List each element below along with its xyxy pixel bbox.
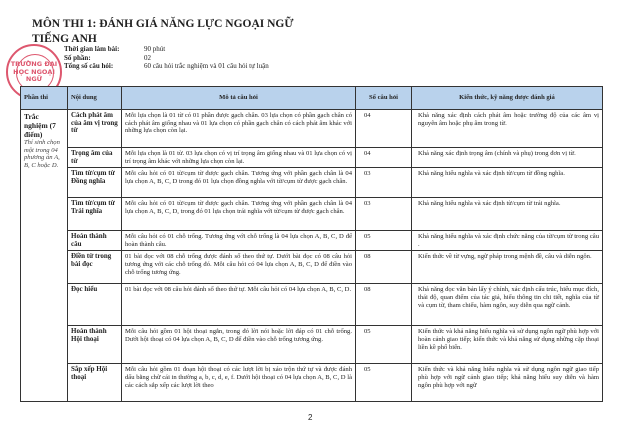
- skill-cell: Khả năng đọc văn bản lấy ý chính, xác đị…: [411, 283, 603, 327]
- info-value: 02: [144, 53, 151, 62]
- count-cell: 05: [355, 325, 412, 365]
- description-cell: 01 bài đọc với 08 chỗ trống được đánh số…: [121, 250, 356, 285]
- skill-cell: Khả năng hiểu nghĩa và xác định từ/cụm t…: [411, 167, 603, 199]
- content-cell: Trọng âm của từ: [67, 146, 122, 169]
- count-cell: 08: [355, 283, 412, 327]
- content-cell: Hoàn thành câu: [67, 230, 122, 252]
- table-row: Sắp xếp Hội thoại Mỗi câu hỏi gồm 01 đoạn…: [21, 363, 603, 403]
- count-cell: 05: [355, 363, 412, 403]
- table-row: Đọc hiểu 01 bài đọc với 08 câu hỏi đánh s…: [21, 283, 603, 327]
- skill-cell: Kiến thức và khả năng hiểu nghĩa và sử d…: [411, 363, 603, 403]
- content-cell: Cách phát âm của âm vị trong từ: [67, 109, 122, 148]
- table-row: Hoàn thành Hội thoại Mỗi câu hỏi gồm 01 h…: [21, 325, 603, 365]
- content-cell: Điền từ trong bài đọc: [67, 250, 122, 285]
- part-cell: Trắc nghiệm (7 điểm) Thí sinh chọn một tr…: [20, 108, 68, 403]
- part-note: Thí sinh chọn một trong 04 phương án A, …: [24, 139, 60, 169]
- stamp-text: TRƯỜNG ĐẠI HỌC NGOẠI NGỮ: [10, 60, 58, 83]
- description-cell: Mỗi câu hỏi gồm 01 đoạn hội thoại có các…: [121, 363, 356, 403]
- description-cell: Mỗi câu hỏi có 01 chỗ trống. Tương ứng v…: [121, 230, 356, 252]
- header-skills: Kiến thức, kỹ năng được đánh giá: [411, 86, 603, 110]
- info-label: Tổng số câu hỏi:: [64, 62, 114, 70]
- table-row: Tìm từ/cụm từ Trái nghĩa Mỗi câu hỏi có 0…: [21, 197, 603, 232]
- count-cell: 05: [355, 230, 412, 252]
- description-cell: Mỗi câu hỏi gồm 01 hội thoại ngắn, trong…: [121, 325, 356, 365]
- header-part: Phần thi: [20, 86, 68, 110]
- description-cell: 01 bài đọc với 08 câu hỏi đánh số theo t…: [121, 283, 356, 327]
- info-label: Thời gian làm bài:: [64, 45, 120, 53]
- count-cell: 03: [355, 167, 412, 199]
- info-value: 60 câu hỏi trắc nghiệm và 01 câu hỏi tự …: [144, 62, 269, 70]
- page-number: 2: [308, 413, 313, 422]
- skill-cell: Kiến thức về từ vựng, ngữ pháp trong mện…: [411, 250, 603, 285]
- content-cell: Sắp xếp Hội thoại: [67, 363, 122, 403]
- table-row: Hoàn thành câu Mỗi câu hỏi có 01 chỗ trốn…: [21, 230, 603, 252]
- skill-cell: Khả năng xác định trọng âm (chính và phụ…: [411, 146, 603, 169]
- header-content: Nội dung: [67, 86, 122, 110]
- page-subtitle: TIẾNG ANH: [32, 33, 97, 45]
- description-cell: Mỗi lựa chọn là 01 từ. 03 lựa chọn có vị…: [121, 146, 356, 169]
- content-cell: Hoàn thành Hội thoại: [67, 325, 122, 365]
- table-row: Tìm từ/cụm từ Đồng nghĩa Mỗi câu hỏi có 0…: [21, 167, 603, 199]
- description-cell: Mỗi câu hỏi có 01 từ/cụm từ được gạch ch…: [121, 197, 356, 232]
- part-name: Trắc nghiệm (7 điểm): [24, 112, 56, 139]
- count-cell: 04: [355, 109, 412, 148]
- skill-cell: Kiến thức và khả năng hiểu nghĩa và sử d…: [411, 325, 603, 365]
- header-count: Số câu hỏi: [355, 86, 412, 110]
- info-label: Số phần:: [64, 53, 91, 62]
- count-cell: 08: [355, 250, 412, 285]
- skill-cell: Khả năng xác định cách phát âm hoặc trườ…: [411, 109, 603, 148]
- page-title: MÔN THI 1: ĐÁNH GIÁ NĂNG LỰC NGOẠI NGỮ: [32, 18, 294, 30]
- description-cell: Mỗi câu hỏi có 01 từ/cụm từ được gạch ch…: [121, 167, 356, 199]
- info-value: 90 phút: [144, 45, 166, 53]
- exam-info: Thời gian làm bài: 90 phút Số phần: 02 Tổn…: [64, 45, 269, 71]
- skill-cell: Khả năng hiểu nghĩa và xác định từ/cụm t…: [411, 197, 603, 232]
- table-row: Điền từ trong bài đọc 01 bài đọc với 08 c…: [21, 250, 603, 285]
- table-row: Trắc nghiệm (7 điểm) Thí sinh chọn một tr…: [20, 108, 603, 403]
- skill-cell: Khả năng hiểu nghĩa và xác định chức năn…: [411, 230, 603, 252]
- content-cell: Đọc hiểu: [67, 283, 122, 327]
- header-description: Mô tả câu hỏi: [121, 86, 356, 110]
- count-cell: 04: [355, 146, 412, 169]
- description-cell: Mỗi lựa chọn là 01 từ có 01 phần được gạ…: [121, 109, 356, 148]
- exam-structure-table: Phần thi Nội dung Mô tả câu hỏi Số câu h…: [20, 86, 603, 403]
- count-cell: 03: [355, 197, 412, 232]
- table-row: Trọng âm của từ Mỗi lựa chọn là 01 từ. 03…: [21, 146, 603, 169]
- content-cell: Tìm từ/cụm từ Trái nghĩa: [67, 197, 122, 232]
- content-cell: Tìm từ/cụm từ Đồng nghĩa: [67, 167, 122, 199]
